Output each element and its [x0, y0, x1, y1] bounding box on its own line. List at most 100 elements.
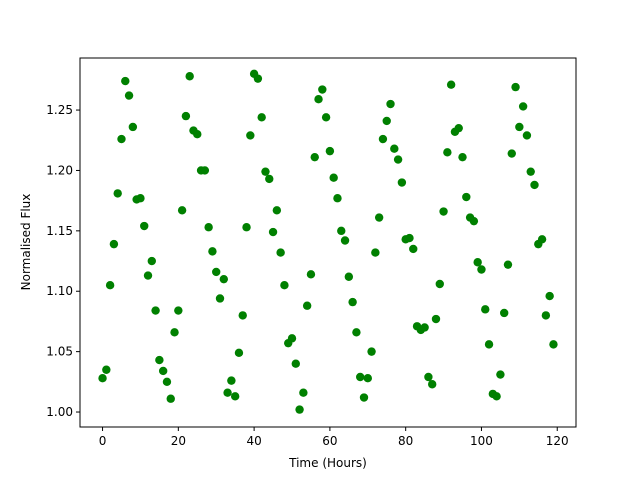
- scatter-point: [268, 227, 278, 237]
- scatter-point: [325, 146, 335, 156]
- scatter-point: [265, 174, 274, 184]
- y-tick-label: 1.20: [46, 163, 73, 177]
- scatter-point: [151, 306, 160, 315]
- scatter-point: [522, 131, 532, 140]
- scatter-point: [499, 308, 509, 318]
- scatter-point: [310, 152, 319, 162]
- scatter-point: [299, 388, 308, 397]
- y-tick-label: 1.25: [46, 103, 73, 117]
- scatter-point: [507, 149, 516, 158]
- scatter-point: [390, 144, 399, 153]
- y-tick-label: 1.15: [46, 224, 73, 238]
- scatter-point: [511, 82, 520, 92]
- scatter-point: [481, 305, 490, 314]
- x-tick-label: 120: [546, 434, 569, 448]
- x-tick-label: 40: [246, 434, 261, 448]
- scatter-point: [340, 236, 350, 245]
- y-tick-label: 1.00: [46, 405, 73, 419]
- scatter-point: [181, 111, 191, 121]
- scatter-point: [333, 194, 342, 203]
- scatter-point: [200, 166, 210, 175]
- scatter-point: [113, 189, 122, 198]
- scatter-point: [477, 265, 486, 274]
- scatter-point: [272, 206, 282, 215]
- scatter-point: [337, 226, 346, 236]
- scatter-point: [435, 279, 444, 289]
- scatter-point: [503, 260, 513, 269]
- scatter-point: [439, 207, 448, 216]
- scatter-point: [98, 374, 107, 383]
- scatter-point: [314, 94, 323, 104]
- scatter-point: [420, 323, 429, 332]
- scatter-point: [393, 155, 403, 164]
- scatter-point: [321, 113, 331, 122]
- scatter-point: [462, 192, 471, 202]
- scatter-point: [515, 122, 524, 132]
- scatter-point: [227, 376, 236, 385]
- scatter-point: [261, 167, 270, 176]
- scatter-point: [526, 167, 535, 176]
- scatter-point: [208, 247, 217, 256]
- scatter-point: [124, 91, 134, 100]
- scatter-point: [318, 85, 327, 94]
- scatter-point: [473, 258, 482, 267]
- scatter-point: [458, 152, 467, 162]
- scatter-point: [158, 366, 168, 376]
- scatter-point: [121, 76, 130, 86]
- scatter-point: [246, 131, 255, 140]
- scatter-point: [405, 233, 414, 243]
- scatter-point: [257, 113, 266, 122]
- scatter-point: [428, 380, 437, 389]
- scatter-point: [155, 355, 164, 365]
- scatter-point: [177, 206, 187, 215]
- scatter-point: [424, 372, 433, 382]
- scatter-point: [105, 280, 115, 290]
- scatter-point: [295, 405, 304, 414]
- scatter-point: [344, 272, 354, 281]
- scatter-point: [143, 271, 153, 280]
- x-tick-label: 0: [99, 434, 107, 448]
- scatter-point: [356, 372, 365, 382]
- scatter-point: [215, 294, 225, 303]
- scatter-point: [348, 297, 357, 307]
- scatter-point: [287, 334, 297, 343]
- scatter-point: [291, 359, 300, 368]
- scatter-point: [469, 216, 479, 226]
- scatter-point: [280, 280, 289, 290]
- scatter-point: [397, 178, 407, 187]
- scatter-point: [302, 301, 312, 310]
- scatter-point: [170, 328, 179, 337]
- scatter-point: [147, 256, 157, 266]
- scatter-point: [162, 377, 172, 387]
- scatter-point: [359, 393, 369, 402]
- scatter-point: [238, 311, 247, 320]
- scatter-point: [242, 223, 251, 232]
- scatter-point: [374, 213, 384, 222]
- scatter-point: [102, 365, 111, 374]
- scatter-point: [109, 239, 119, 249]
- scatter-point: [530, 180, 539, 190]
- scatter-point: [363, 374, 372, 383]
- scatter-point: [276, 248, 285, 257]
- scatter-point: [545, 291, 554, 301]
- scatter-point: [253, 74, 263, 83]
- scatter-point: [219, 274, 228, 284]
- scatter-point: [454, 123, 463, 133]
- scatter-point: [378, 134, 388, 144]
- scatter-point: [446, 80, 456, 89]
- scatter-point: [492, 392, 501, 401]
- plot-frame: [79, 57, 577, 428]
- scatter-point: [382, 116, 391, 126]
- scatter-point: [443, 148, 452, 157]
- scatter-point: [128, 122, 138, 132]
- scatter-point: [431, 314, 441, 324]
- x-axis-label: Time (Hours): [288, 456, 367, 470]
- scatter-point: [367, 347, 376, 356]
- y-tick-label: 1.10: [46, 284, 73, 298]
- x-tick-label: 100: [470, 434, 493, 448]
- x-tick-label: 20: [171, 434, 186, 448]
- scatter-point: [174, 306, 183, 315]
- scatter-point: [230, 392, 240, 401]
- scatter-point: [212, 267, 221, 277]
